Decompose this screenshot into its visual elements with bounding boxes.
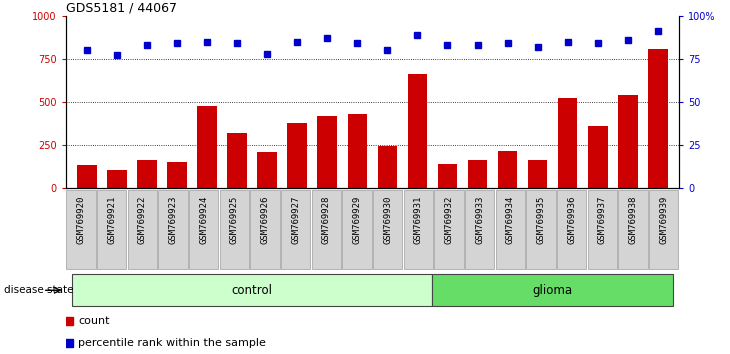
- Bar: [72, 274, 432, 306]
- Bar: [618, 95, 637, 188]
- Bar: [528, 160, 548, 188]
- Bar: [220, 190, 249, 269]
- Text: percentile rank within the sample: percentile rank within the sample: [78, 338, 266, 348]
- Text: GSM769931: GSM769931: [414, 195, 423, 244]
- Bar: [618, 190, 648, 269]
- Bar: [281, 190, 310, 269]
- Text: GSM769920: GSM769920: [77, 195, 85, 244]
- Text: GSM769926: GSM769926: [261, 195, 269, 244]
- Text: GSM769932: GSM769932: [445, 195, 453, 244]
- Text: GDS5181 / 44067: GDS5181 / 44067: [66, 2, 177, 15]
- Text: GSM769928: GSM769928: [322, 195, 331, 244]
- Text: GSM769938: GSM769938: [629, 195, 637, 244]
- Bar: [588, 190, 617, 269]
- Bar: [557, 190, 586, 269]
- Bar: [649, 190, 678, 269]
- Bar: [318, 116, 337, 188]
- Bar: [648, 48, 668, 188]
- Bar: [288, 123, 307, 188]
- Bar: [468, 160, 488, 188]
- Text: GSM769930: GSM769930: [383, 195, 392, 244]
- Text: GSM769923: GSM769923: [169, 195, 177, 244]
- Bar: [77, 165, 96, 188]
- Text: GSM769921: GSM769921: [107, 195, 116, 244]
- Bar: [465, 190, 494, 269]
- Text: GSM769929: GSM769929: [353, 195, 361, 244]
- Text: glioma: glioma: [533, 284, 573, 297]
- Text: control: control: [231, 284, 272, 297]
- Bar: [158, 190, 188, 269]
- Bar: [197, 106, 217, 188]
- Bar: [588, 126, 607, 188]
- Text: GSM769922: GSM769922: [138, 195, 147, 244]
- Bar: [137, 160, 157, 188]
- Bar: [66, 190, 96, 269]
- Bar: [496, 190, 525, 269]
- Bar: [377, 145, 397, 188]
- Text: GSM769925: GSM769925: [230, 195, 239, 244]
- Bar: [97, 190, 126, 269]
- Text: disease state: disease state: [4, 285, 73, 295]
- Text: GSM769924: GSM769924: [199, 195, 208, 244]
- Bar: [128, 190, 157, 269]
- Bar: [258, 153, 277, 188]
- Bar: [167, 162, 187, 188]
- Bar: [342, 190, 372, 269]
- Text: count: count: [78, 316, 110, 326]
- Bar: [347, 114, 367, 188]
- Bar: [107, 170, 126, 188]
- Text: GSM769933: GSM769933: [475, 195, 484, 244]
- Bar: [407, 74, 427, 188]
- Bar: [373, 190, 402, 269]
- Bar: [227, 133, 247, 188]
- Text: GSM769937: GSM769937: [598, 195, 607, 244]
- Bar: [189, 190, 218, 269]
- Bar: [312, 190, 341, 269]
- Bar: [404, 190, 433, 269]
- Bar: [432, 274, 673, 306]
- Bar: [526, 190, 556, 269]
- Bar: [438, 164, 457, 188]
- Text: GSM769935: GSM769935: [537, 195, 545, 244]
- Text: GSM769939: GSM769939: [659, 195, 668, 244]
- Text: GSM769936: GSM769936: [567, 195, 576, 244]
- Text: GSM769934: GSM769934: [506, 195, 515, 244]
- Bar: [498, 151, 518, 188]
- Bar: [250, 190, 280, 269]
- Text: GSM769927: GSM769927: [291, 195, 300, 244]
- Bar: [558, 98, 577, 188]
- Bar: [434, 190, 464, 269]
